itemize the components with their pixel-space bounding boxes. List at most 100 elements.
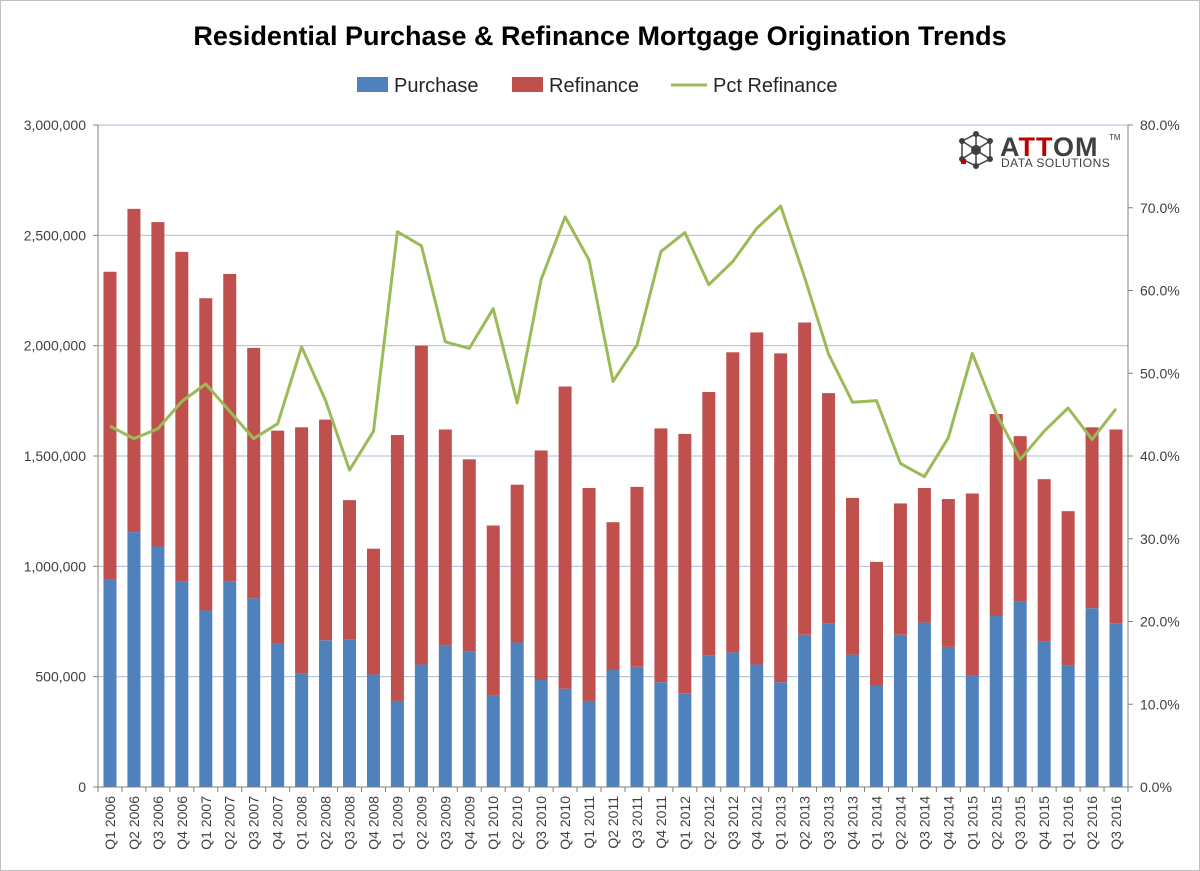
x-tick-label: Q3 2010 [533, 796, 549, 850]
x-tick-label: Q4 2006 [174, 796, 190, 850]
bar-refinance [486, 525, 500, 696]
bar-refinance [175, 251, 189, 582]
right-tick-label: 10.0% [1140, 696, 1180, 712]
x-tick-label: Q4 2012 [749, 796, 765, 850]
x-tick-label: Q3 2012 [725, 796, 741, 850]
bar-refinance [798, 322, 812, 635]
bar-purchase [295, 673, 309, 787]
bar-refinance [965, 493, 979, 676]
x-tick-label: Q3 2007 [246, 796, 262, 850]
x-tick-label: Q3 2016 [1108, 796, 1124, 850]
bar-purchase [343, 639, 357, 787]
bar-purchase [1013, 601, 1027, 787]
bar-refinance [726, 352, 740, 653]
bar-purchase [630, 666, 644, 787]
bar-refinance [366, 548, 380, 675]
bar-refinance [414, 345, 428, 665]
x-tick-label: Q4 2007 [270, 796, 286, 850]
bar-purchase [869, 685, 883, 787]
bar-purchase [989, 615, 1003, 787]
legend: Purchase Refinance Pct Refinance [357, 75, 838, 97]
right-tick-label: 80.0% [1140, 117, 1180, 133]
bar-refinance [151, 222, 165, 547]
bar-purchase [606, 670, 620, 787]
bar-purchase [151, 546, 165, 787]
x-tick-label: Q1 2009 [389, 796, 405, 850]
bar-purchase [510, 642, 524, 787]
attom-logo: ATTOM TM DATA SOLUTIONS [959, 131, 1121, 170]
x-tick-label: Q1 2015 [964, 796, 980, 850]
bar-refinance [390, 435, 404, 701]
bar-refinance [917, 487, 931, 623]
bar-purchase [654, 682, 668, 787]
x-tick-label: Q1 2007 [198, 796, 214, 850]
x-tick-label: Q1 2016 [1060, 796, 1076, 850]
left-tick-label: 500,000 [35, 669, 86, 685]
x-tick-label: Q2 2015 [988, 796, 1004, 850]
bar-refinance [989, 414, 1003, 616]
right-tick-label: 0.0% [1140, 779, 1172, 795]
x-tick-label: Q4 2013 [845, 796, 861, 850]
legend-item-refinance[interactable]: Refinance [512, 75, 639, 97]
legend-swatch-purchase [357, 77, 388, 92]
bar-refinance [199, 298, 213, 611]
bar-purchase [846, 654, 860, 787]
x-tick-label: Q2 2007 [222, 796, 238, 850]
bar-purchase [558, 688, 572, 787]
pct-refinance-line [109, 204, 1118, 479]
bar-purchase [247, 598, 261, 787]
left-tick-label: 1,000,000 [24, 558, 86, 574]
right-tick-label: 40.0% [1140, 448, 1180, 464]
right-tick-label: 20.0% [1140, 614, 1180, 630]
bar-refinance [702, 392, 716, 656]
bar-purchase [438, 645, 452, 787]
x-tick-label: Q3 2013 [821, 796, 837, 850]
bar-refinance [510, 484, 524, 643]
x-tick-label: Q1 2014 [869, 796, 885, 850]
x-tick-label: Q3 2014 [916, 796, 932, 850]
x-tick-label: Q2 2008 [318, 796, 334, 850]
x-tick-label: Q3 2009 [437, 796, 453, 850]
bar-refinance [654, 428, 668, 683]
x-tick-label: Q2 2011 [605, 796, 621, 849]
x-tick-label: Q4 2014 [940, 796, 956, 850]
x-tick-label: Q1 2006 [102, 796, 118, 850]
bar-refinance [127, 208, 141, 533]
legend-item-pct-refinance[interactable]: Pct Refinance [671, 75, 838, 97]
right-tick-label: 50.0% [1140, 365, 1180, 381]
bar-refinance [1085, 427, 1099, 609]
bar-purchase [103, 579, 117, 787]
bar-purchase [414, 664, 428, 787]
attom-network-icon [959, 131, 993, 169]
bar-refinance [750, 332, 764, 665]
x-tick-label: Q1 2012 [677, 796, 693, 850]
left-tick-label: 3,000,000 [24, 117, 86, 133]
bar-purchase [1061, 665, 1075, 787]
left-tick-label: 0 [78, 779, 86, 795]
x-tick-label: Q3 2015 [1012, 796, 1028, 850]
bar-purchase [678, 693, 692, 787]
left-tick-label: 2,000,000 [24, 338, 86, 354]
legend-item-purchase[interactable]: Purchase [357, 75, 479, 97]
bar-purchase [917, 622, 931, 787]
x-tick-label: Q2 2016 [1084, 796, 1100, 850]
bar-purchase [1085, 608, 1099, 787]
bar-purchase [750, 664, 764, 787]
bar-refinance [247, 347, 261, 599]
x-tick-label: Q4 2010 [557, 796, 573, 850]
bar-refinance [678, 433, 692, 694]
bar-purchase [1037, 641, 1051, 787]
bar-refinance [343, 500, 357, 640]
bar-purchase [822, 623, 836, 787]
bar-purchase [223, 581, 237, 787]
right-axis-ticks: 0.0% 10.0% 20.0% 30.0% 40.0% 50.0% 60.0% 70.0% 8… [1128, 117, 1180, 795]
bar-refinance [582, 487, 596, 701]
x-tick-label: Q2 2012 [701, 796, 717, 850]
bar-refinance [1061, 511, 1075, 666]
right-tick-label: 30.0% [1140, 531, 1180, 547]
bar-refinance [558, 386, 572, 689]
bar-refinance [1109, 429, 1123, 624]
logo-wordmark: ATTOM [1000, 132, 1099, 162]
x-tick-label: Q2 2013 [797, 796, 813, 850]
